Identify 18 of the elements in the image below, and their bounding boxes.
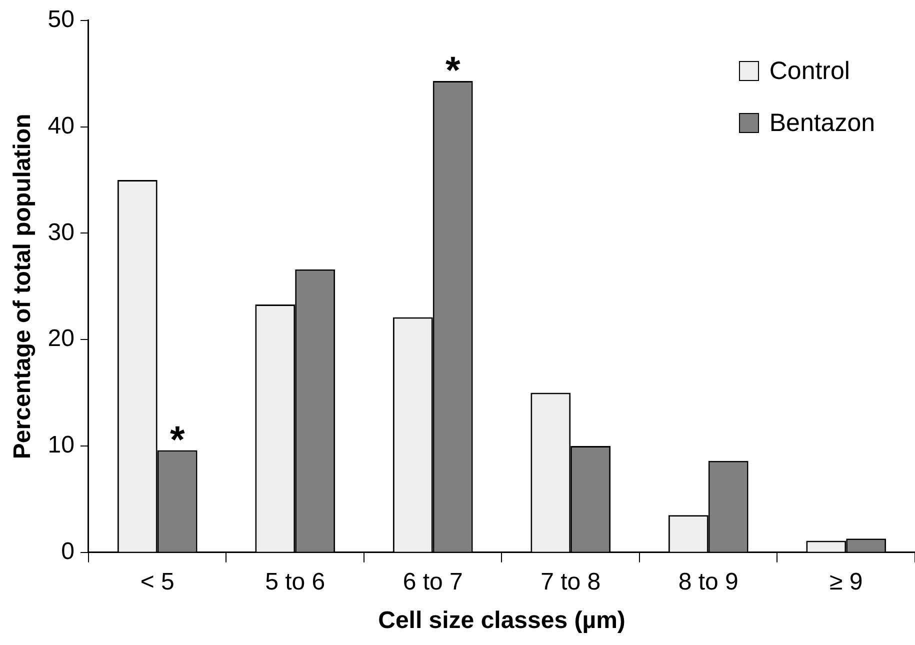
y-tick-label: 40: [48, 112, 74, 140]
annotation: *: [445, 50, 460, 92]
annotation: *: [170, 419, 185, 462]
x-tick-label: 7 to 8: [540, 568, 601, 596]
x-tick-label: 8 to 9: [678, 568, 738, 596]
x-tick-label: 5 to 6: [265, 568, 326, 596]
x-tick-label: < 5: [140, 568, 174, 596]
legend-label: Bentazon: [769, 108, 875, 138]
legend-label: Control: [769, 56, 850, 86]
x-tick-label: 6 to 7: [402, 568, 463, 596]
y-tick-label: 20: [48, 325, 74, 352]
y-axis-title: Percentage of total population: [9, 114, 36, 460]
x-tick-label: ≥ 9: [830, 568, 863, 596]
y-tick-label: 10: [48, 432, 74, 459]
y-tick-label: 0: [61, 538, 74, 566]
x-axis-title: Cell size classes (µm): [378, 607, 626, 634]
y-tick-label: 30: [48, 218, 74, 246]
y-tick-label: 50: [48, 6, 74, 34]
